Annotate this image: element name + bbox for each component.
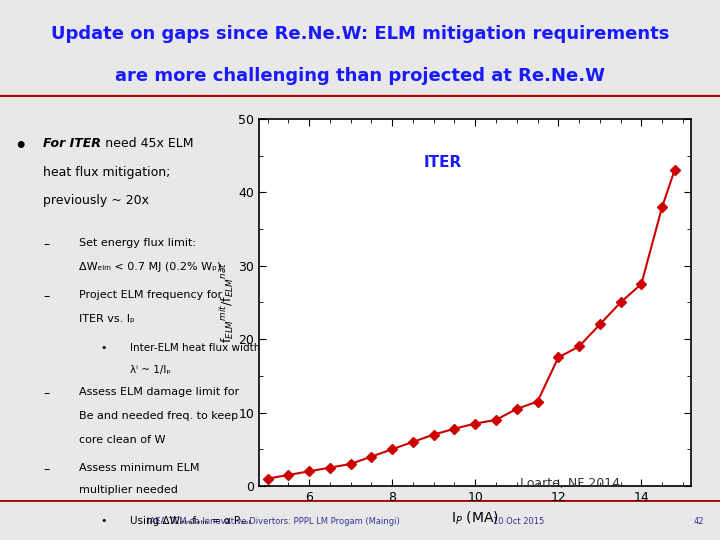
Text: IAEA TCM on Innovative Divertors: PPPL LM Progam (Maingi): IAEA TCM on Innovative Divertors: PPPL L… — [147, 517, 400, 526]
Text: Assess minimum ELM: Assess minimum ELM — [79, 463, 199, 473]
Text: Assess ELM damage limit for: Assess ELM damage limit for — [79, 387, 239, 397]
Text: •: • — [101, 516, 107, 525]
Y-axis label: f$_{ELM}$$^{mit}$/f$_{ELM}$$^{nat}$: f$_{ELM}$$^{mit}$/f$_{ELM}$$^{nat}$ — [217, 262, 235, 343]
Text: multiplier needed: multiplier needed — [79, 485, 178, 495]
Text: Loarte, NF 2014: Loarte, NF 2014 — [521, 477, 620, 490]
Text: –: – — [43, 387, 50, 400]
Text: λⁱ ~ 1/Iₚ: λⁱ ~ 1/Iₚ — [130, 364, 171, 375]
X-axis label: I$_P$ (MA): I$_P$ (MA) — [451, 509, 499, 527]
Text: ITER: ITER — [423, 154, 462, 170]
Text: previously ~ 20x: previously ~ 20x — [43, 194, 149, 207]
Text: For ITER: For ITER — [43, 137, 101, 151]
Text: are more challenging than projected at Re.Ne.W: are more challenging than projected at R… — [115, 67, 605, 85]
Text: 10 Oct 2015: 10 Oct 2015 — [492, 517, 544, 526]
Text: –: – — [43, 291, 50, 303]
Text: Update on gaps since Re.Ne.W: ELM mitigation requirements: Update on gaps since Re.Ne.W: ELM mitiga… — [51, 25, 669, 43]
Text: –: – — [43, 238, 50, 251]
Text: Be and needed freq. to keep: Be and needed freq. to keep — [79, 411, 238, 421]
Text: Set energy flux limit:: Set energy flux limit: — [79, 238, 196, 248]
Text: Using ΔWₑₗₘfₑₗₘ = α Pₛₒₗ: Using ΔWₑₗₘfₑₗₘ = α Pₛₒₗ — [130, 516, 250, 525]
Text: : need 45x ELM: : need 45x ELM — [97, 137, 194, 151]
Text: Project ELM frequency for: Project ELM frequency for — [79, 291, 222, 300]
Text: ITER vs. Iₚ: ITER vs. Iₚ — [79, 314, 135, 325]
Text: •: • — [14, 137, 27, 157]
Text: •: • — [101, 342, 107, 353]
Text: ΔWₑₗₘ < 0.7 MJ (0.2% Wₚ): ΔWₑₗₘ < 0.7 MJ (0.2% Wₚ) — [79, 262, 222, 272]
Text: 42: 42 — [693, 517, 703, 526]
Text: core clean of W: core clean of W — [79, 435, 166, 445]
Text: Inter-ELM heat flux width: Inter-ELM heat flux width — [130, 342, 260, 353]
Text: –: – — [43, 463, 50, 476]
Text: heat flux mitigation;: heat flux mitigation; — [43, 166, 171, 179]
